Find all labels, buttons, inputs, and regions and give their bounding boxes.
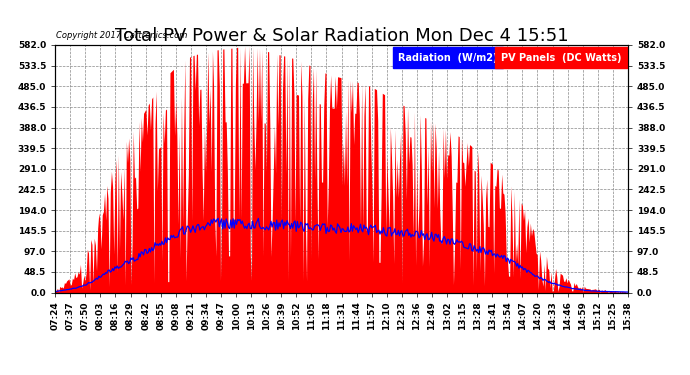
Legend: Radiation  (W/m2), PV Panels  (DC Watts): Radiation (W/m2), PV Panels (DC Watts) <box>393 50 623 66</box>
Title: Total PV Power & Solar Radiation Mon Dec 4 15:51: Total PV Power & Solar Radiation Mon Dec… <box>115 27 569 45</box>
Text: Copyright 2017 Cartronics.com: Copyright 2017 Cartronics.com <box>56 31 187 40</box>
